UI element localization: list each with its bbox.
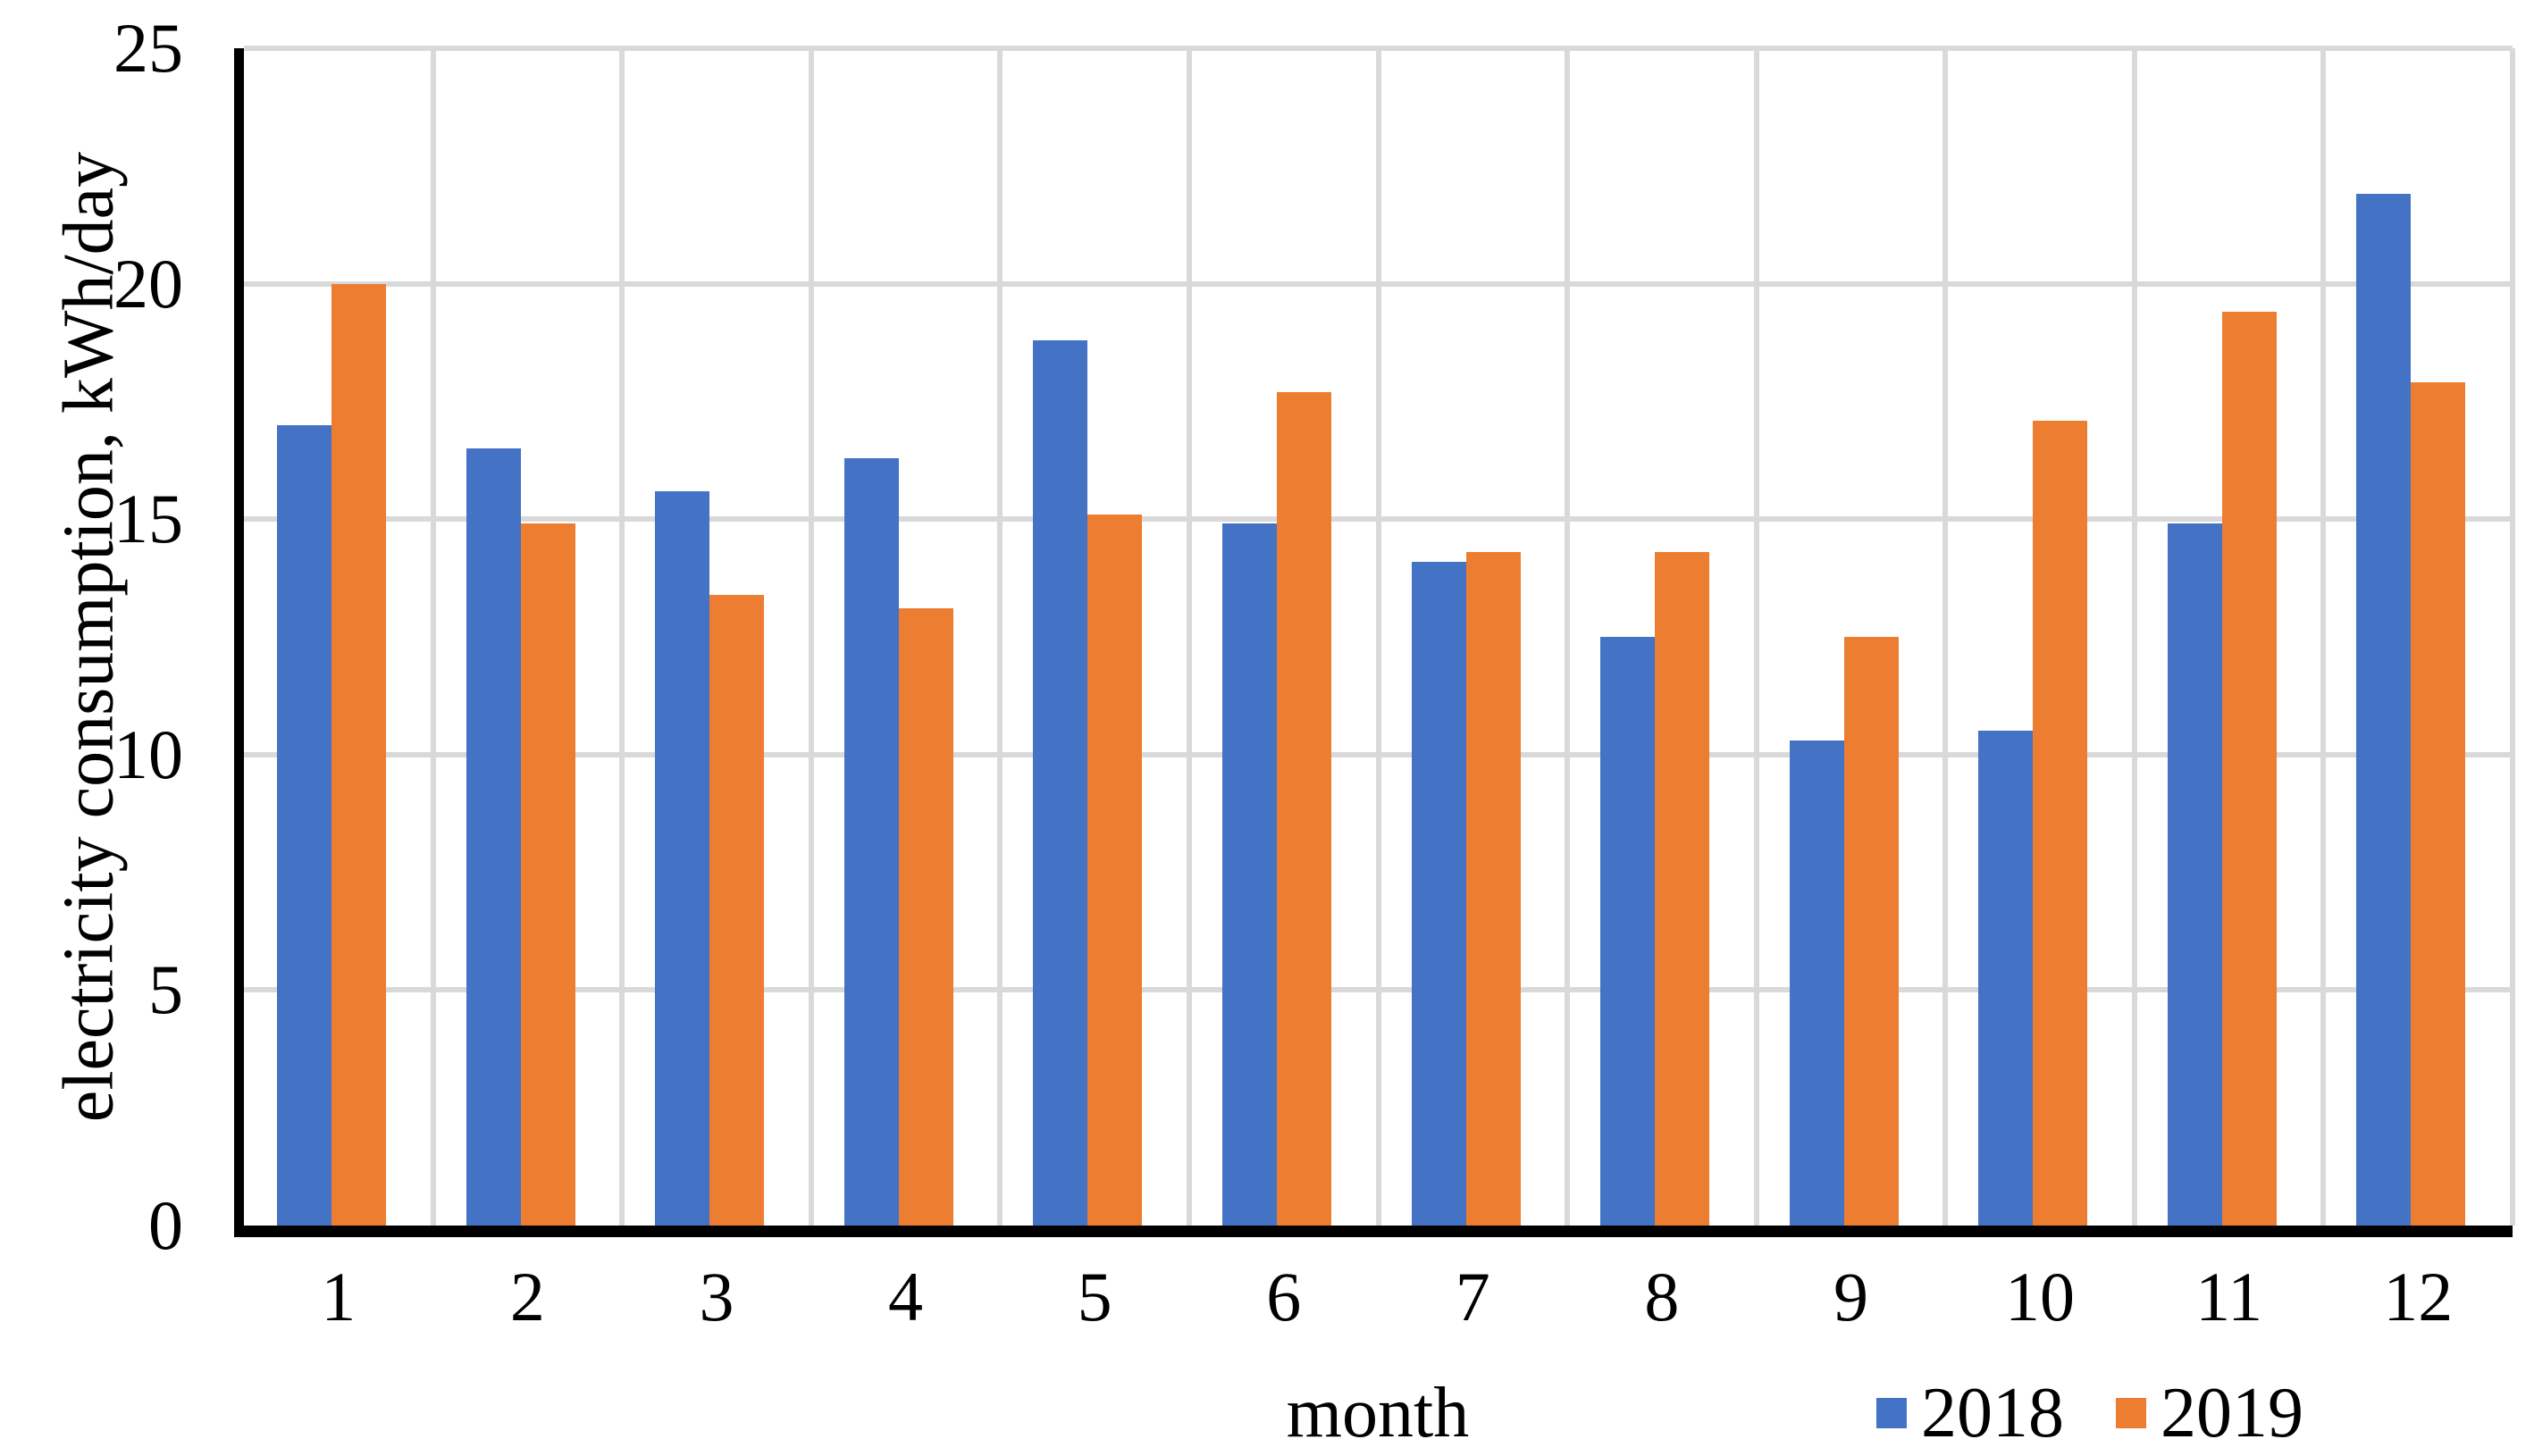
legend-item-2019: 2019 (2116, 1376, 2303, 1451)
bar-2019-m10 (2033, 420, 2088, 1226)
x-tick-label-1: 1 (321, 1258, 357, 1335)
y-tick-label-10: 10 (113, 715, 183, 793)
bar-2019-m5 (1087, 514, 1143, 1226)
gridline-x-8 (1753, 48, 1759, 1226)
gridline-x-1 (430, 48, 436, 1226)
y-tick-label-5: 5 (148, 950, 183, 1029)
bar-2019-m6 (1276, 391, 1331, 1226)
y-tick-label-25: 25 (113, 9, 183, 87)
x-axis-title: month (1286, 1374, 1470, 1452)
gridline-x-12 (2510, 48, 2515, 1226)
legend: 2018 2019 (1876, 1376, 2303, 1451)
x-tick-label-10: 10 (2005, 1258, 2076, 1335)
x-tick-label-8: 8 (1644, 1258, 1680, 1335)
gridline-x-9 (1942, 48, 1949, 1226)
x-tick-label-2: 2 (509, 1258, 545, 1335)
bar-2019-m7 (1465, 552, 1521, 1226)
y-tick-label-0: 0 (148, 1186, 183, 1264)
bar-2018-m1 (277, 424, 331, 1226)
bar-2019-m1 (331, 283, 386, 1226)
bar-2018-m8 (1600, 637, 1656, 1226)
gridline-x-4 (997, 48, 1003, 1226)
x-tick-label-3: 3 (699, 1258, 734, 1335)
x-tick-label-7: 7 (1455, 1258, 1490, 1335)
bar-2018-m11 (2167, 523, 2222, 1226)
y-tick-label-20: 20 (113, 244, 183, 322)
bar-2019-m4 (898, 608, 953, 1226)
x-tick-label-11: 11 (2195, 1258, 2263, 1335)
bar-2018-m5 (1033, 339, 1088, 1226)
legend-label-2018: 2018 (1921, 1374, 2064, 1452)
gridline-x-5 (1186, 48, 1192, 1226)
plot-area (234, 46, 2515, 1237)
bar-2018-m6 (1221, 523, 1277, 1226)
bar-2018-m10 (1978, 731, 2034, 1226)
bar-2019-m9 (1843, 637, 1899, 1226)
bar-2019-m3 (709, 594, 765, 1226)
bar-2019-m12 (2411, 382, 2466, 1226)
x-tick-label-6: 6 (1266, 1258, 1302, 1335)
gridline-x-3 (808, 48, 814, 1226)
legend-swatch-2018-icon (1876, 1398, 1907, 1428)
gridline-x-11 (2320, 48, 2327, 1226)
x-tick-label-5: 5 (1077, 1258, 1112, 1335)
bar-2018-m2 (466, 448, 521, 1226)
bar-2018-m9 (1789, 740, 1844, 1226)
bar-2019-m2 (520, 523, 575, 1226)
legend-swatch-2019-icon (2116, 1398, 2146, 1428)
gridline-x-7 (1565, 48, 1571, 1226)
bar-2018-m12 (2356, 194, 2412, 1226)
gridline-x-2 (619, 48, 625, 1226)
x-tick-label-4: 4 (888, 1258, 924, 1335)
bar-2018-m4 (843, 457, 899, 1226)
legend-label-2019: 2019 (2161, 1374, 2303, 1452)
x-tick-label-12: 12 (2383, 1258, 2454, 1335)
gridline-x-6 (1375, 48, 1381, 1226)
legend-item-2018: 2018 (1876, 1376, 2064, 1451)
bar-2018-m7 (1411, 561, 1466, 1226)
x-tick-label-9: 9 (1833, 1258, 1868, 1335)
bar-2018-m3 (655, 490, 710, 1226)
y-tick-label-15: 15 (113, 480, 183, 558)
gridline-x-10 (2131, 48, 2137, 1226)
bar-2019-m11 (2221, 312, 2277, 1226)
bar-2019-m8 (1655, 552, 1710, 1226)
